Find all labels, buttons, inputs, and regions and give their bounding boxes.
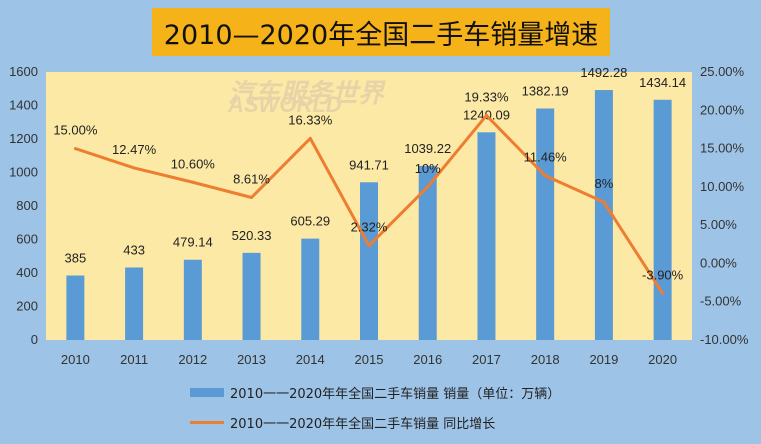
- bar-value-label: 1039.22: [404, 141, 451, 156]
- growth-point: [308, 136, 312, 140]
- watermark: 汽车服务世界 ASWORLD: [227, 78, 386, 117]
- x-tick-label: 2012: [178, 352, 207, 367]
- growth-value-label: 19.33%: [464, 89, 509, 104]
- x-tick-label: 2019: [589, 352, 618, 367]
- x-tick-label: 2015: [355, 352, 384, 367]
- bar-series: [66, 90, 672, 341]
- x-tick-label: 2016: [413, 352, 442, 367]
- growth-value-label: 15.00%: [53, 123, 98, 138]
- bar: [536, 108, 555, 340]
- y-right-tick-label: 0.00%: [700, 255, 737, 270]
- growth-value-label: 16.33%: [288, 112, 333, 127]
- y-right-tick-label: 15.00%: [700, 141, 745, 156]
- legend-item-sales: 2010一一2020年年全国二手车销量 销量（单位：万辆）: [190, 380, 560, 404]
- growth-point: [602, 200, 606, 204]
- watermark-line1: 汽车服务世界: [228, 78, 386, 108]
- watermark-line2: ASWORLD: [227, 92, 342, 117]
- y-right-tick-label: -10.00%: [700, 332, 749, 347]
- y-right-tick-label: 25.00%: [700, 64, 745, 79]
- y-right-tick-label: 20.00%: [700, 102, 745, 117]
- x-tick-label: 2013: [237, 352, 266, 367]
- bar: [594, 90, 613, 341]
- y-left-tick-label: 1200: [9, 131, 38, 146]
- bar-value-label: 605.29: [290, 214, 330, 229]
- legend-label-growth: 2010一一2020年年全国二手车销量 同比增长: [230, 416, 496, 432]
- growth-point: [132, 166, 136, 170]
- bar-value-label: 941.71: [349, 157, 389, 172]
- growth-value-label: 12.47%: [112, 142, 157, 157]
- legend-swatch-bar: [190, 387, 224, 397]
- growth-point: [367, 244, 371, 248]
- growth-point: [250, 196, 254, 200]
- x-tick-label: 2011: [120, 352, 148, 367]
- line-series: [73, 113, 665, 295]
- growth-value-label: 10.60%: [171, 156, 216, 171]
- x-tick-label: 2014: [296, 352, 325, 367]
- y-axis-right: -10.00% -5.00% 0.00% 5.00% 10.00% 15.00% 20.00…: [700, 64, 749, 347]
- x-tick-label: 2017: [472, 352, 501, 367]
- bar-value-label: 1492.28: [580, 65, 627, 80]
- y-right-tick-label: -5.00%: [700, 294, 742, 309]
- y-left-tick-label: 1000: [9, 165, 38, 180]
- bar-value-label: 479.14: [173, 235, 213, 250]
- growth-value-label: 10%: [415, 161, 441, 176]
- bar-value-label: 1382.19: [522, 83, 569, 98]
- x-tick-label: 2010: [61, 352, 90, 367]
- y-left-tick-label: 400: [16, 265, 38, 280]
- growth-point: [661, 291, 665, 295]
- bar: [125, 267, 144, 340]
- y-left-tick-label: 600: [16, 232, 38, 247]
- bar-value-label: 433: [123, 242, 145, 257]
- bar-value-label: 520.33: [232, 228, 272, 243]
- line-labels: 15.00% 12.47% 10.60% 8.61% 16.33% 2.32% 10% 19.…: [53, 89, 683, 282]
- y-left-tick-label: 200: [16, 299, 38, 314]
- bar: [653, 99, 672, 340]
- legend-label-sales: 2010一一2020年年全国二手车销量 销量（单位：万辆）: [230, 386, 561, 402]
- growth-point: [73, 147, 77, 151]
- y-axis-left: 0 200 400 600 800 1000 1200 1400 1600: [9, 64, 38, 347]
- bar: [477, 132, 496, 340]
- y-right-tick-label: 10.00%: [700, 179, 745, 194]
- chart-title: 2010—2020年全国二手车销量增速: [152, 8, 610, 56]
- growth-point: [191, 180, 195, 184]
- legend-item-growth: 2010一一2020年年全国二手车销量 同比增长: [190, 410, 560, 434]
- bar: [66, 275, 85, 340]
- bar: [242, 252, 261, 340]
- y-left-tick-label: 800: [16, 198, 38, 213]
- y-left-tick-label: 1600: [9, 64, 38, 79]
- growth-value-label: 8%: [595, 176, 614, 191]
- bar-value-label: 1434.14: [639, 75, 686, 90]
- bar: [301, 238, 320, 340]
- growth-value-label: 11.46%: [524, 150, 568, 165]
- growth-value-label: 2.32%: [351, 220, 388, 235]
- y-right-tick-label: 5.00%: [700, 217, 737, 232]
- y-left-tick-label: 1400: [9, 98, 38, 113]
- bar: [360, 182, 378, 340]
- x-tick-label: 2018: [531, 352, 560, 367]
- bar: [418, 165, 437, 340]
- growth-value-label: 8.61%: [233, 172, 270, 187]
- growth-point: [543, 174, 547, 178]
- legend-swatch-line: [190, 420, 224, 424]
- growth-value-label: -3.90%: [642, 267, 684, 282]
- bar-labels: 385433479.14520.33605.29941.711039.22124…: [65, 65, 687, 265]
- growth-point: [426, 185, 430, 189]
- bar-value-label: 385: [65, 251, 87, 266]
- bar: [183, 259, 202, 340]
- y-left-tick-label: 0: [31, 332, 38, 347]
- legend: 2010一一2020年年全国二手车销量 销量（单位：万辆） 2010一一2020…: [190, 380, 560, 440]
- growth-point: [484, 113, 488, 117]
- x-tick-label: 2020: [648, 352, 677, 367]
- x-axis: 2010 2011 2012 2013 2014 2015 2016 2017 2018 2019…: [61, 352, 677, 367]
